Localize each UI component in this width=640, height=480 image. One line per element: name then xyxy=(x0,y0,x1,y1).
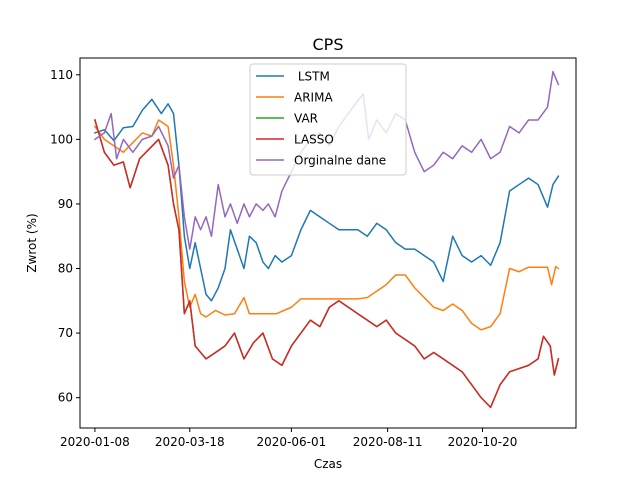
y-tick-label: 110 xyxy=(50,68,73,82)
x-tick-label: 2020-03-18 xyxy=(155,435,225,449)
legend-label: ARIMA xyxy=(294,91,333,105)
y-tick-label: 100 xyxy=(50,132,73,146)
x-axis: 2020-01-08 2020-03-18 2020-06-01 2020-08-11… xyxy=(60,428,517,449)
series-line-3 xyxy=(93,119,560,409)
legend-label: LASSO xyxy=(294,133,334,147)
x-axis-label: Czas xyxy=(314,457,342,471)
legend-box xyxy=(249,63,407,176)
x-tick-label: 2020-06-01 xyxy=(257,435,327,449)
y-axis: 60 70 80 90 100 110 xyxy=(50,68,80,405)
series-lines xyxy=(93,70,560,409)
y-tick-label: 90 xyxy=(58,197,73,211)
x-tick-label: 2020-10-20 xyxy=(448,435,518,449)
plot-frame xyxy=(79,57,577,429)
y-axis-label: Zwrot (%) xyxy=(25,213,39,272)
series-line-1 xyxy=(93,119,560,331)
x-tick-label: 2020-01-08 xyxy=(60,435,130,449)
y-tick-label: 60 xyxy=(58,391,73,405)
chart-title: CPS xyxy=(313,35,344,54)
y-tick-label: 70 xyxy=(58,326,73,340)
legend: LSTM ARIMA VAR LASSO Orginalne dane xyxy=(249,63,407,176)
legend-label: LSTM xyxy=(294,70,330,84)
y-tick-label: 80 xyxy=(58,262,73,276)
legend-label: Orginalne dane xyxy=(294,154,386,168)
series-line-0 xyxy=(93,98,560,302)
x-tick-label: 2020-08-11 xyxy=(353,435,423,449)
legend-label: VAR xyxy=(294,112,318,126)
